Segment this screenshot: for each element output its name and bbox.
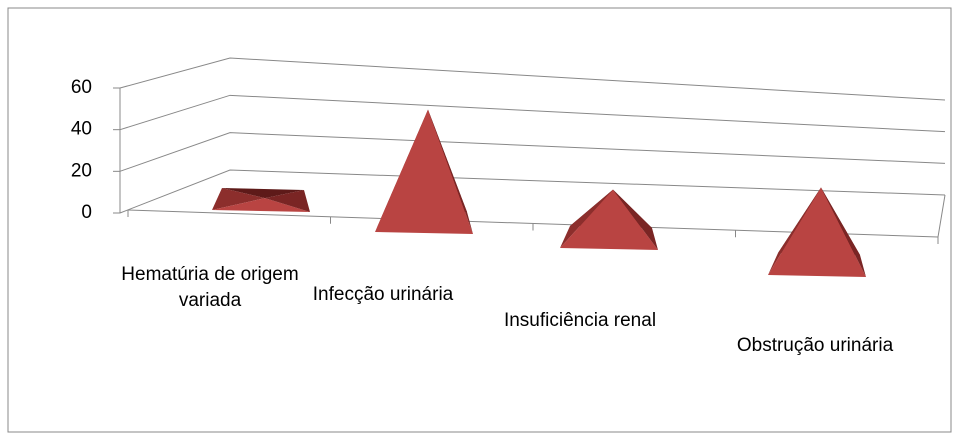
pyramid-front bbox=[768, 187, 866, 277]
pyramid-right bbox=[428, 109, 473, 234]
pyramid-left bbox=[212, 188, 265, 210]
x-tick-label: Obstrução urinária bbox=[736, 335, 894, 356]
pyramid-right bbox=[265, 190, 310, 212]
y-tick-label: 60 bbox=[71, 77, 92, 98]
chart-border bbox=[7, 7, 952, 433]
pyramid-right bbox=[821, 187, 866, 277]
x-tick-label: Infecção urinária bbox=[312, 284, 454, 305]
right-edge bbox=[937, 194, 946, 238]
x-tick-label: Insuficiência renal bbox=[503, 310, 657, 331]
pyramid-front bbox=[212, 198, 310, 212]
grid-line bbox=[119, 169, 946, 214]
x-tick-label: Hematúria de origem variada bbox=[121, 264, 299, 311]
y-tick-label: 40 bbox=[71, 119, 92, 140]
pyramid-right bbox=[613, 189, 658, 250]
y-tick-label: 0 bbox=[81, 202, 92, 223]
y-tick-label: 20 bbox=[71, 160, 92, 181]
grid-line bbox=[119, 57, 946, 101]
pyramid-back bbox=[222, 188, 304, 199]
pyramid-front bbox=[375, 109, 473, 234]
pyramid-front bbox=[560, 189, 658, 250]
grid-line bbox=[119, 94, 946, 133]
grid-line bbox=[119, 132, 946, 172]
